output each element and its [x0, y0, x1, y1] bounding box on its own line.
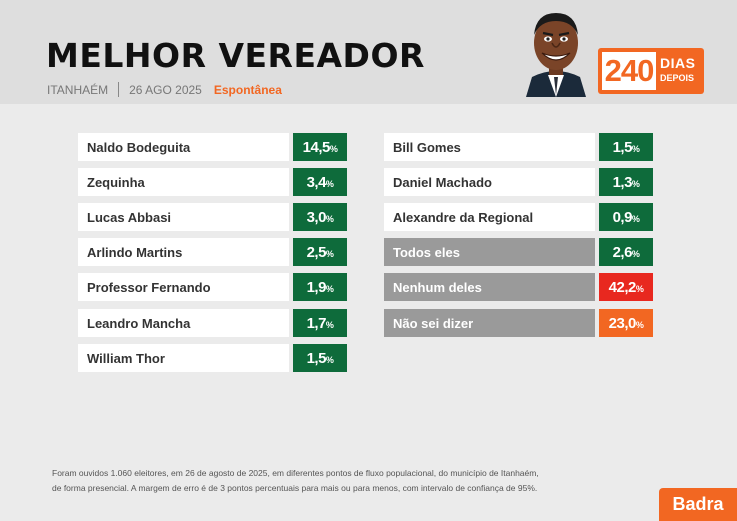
date-label: 26 AGO 2025 — [129, 82, 202, 97]
percentage-value: 23,0% — [599, 309, 653, 337]
percentage-value: 1,9% — [293, 273, 347, 301]
percent-sign: % — [325, 249, 334, 259]
survey-info: ITANHAÉM 26 AGO 2025 Espontânea — [47, 82, 282, 97]
candidate-name: Não sei dizer — [384, 309, 595, 337]
caricature-portrait-image — [526, 13, 586, 97]
candidate-name: Zequinha — [78, 168, 289, 196]
percent-sign: % — [325, 284, 334, 294]
percentage-value: 1,5% — [293, 344, 347, 372]
candidate-name: Bill Gomes — [384, 133, 595, 161]
value-number: 1,7 — [306, 315, 327, 332]
badge-word-dias: DIAS — [660, 55, 696, 71]
separator — [118, 82, 120, 97]
candidate-name: Leandro Mancha — [78, 309, 289, 337]
percentage-value: 1,7% — [293, 309, 347, 337]
percent-sign: % — [635, 284, 644, 294]
value-number: 14,5 — [302, 139, 331, 156]
value-number: 2,5 — [306, 244, 327, 261]
percentage-value: 0,9% — [599, 203, 653, 231]
value-number: 3,4 — [306, 174, 327, 191]
percentage-value: 3,0% — [293, 203, 347, 231]
percentage-value: 14,5% — [293, 133, 347, 161]
percent-sign: % — [631, 144, 640, 154]
240-dias-depois-logo: 240 DIAS DEPOIS — [598, 48, 704, 94]
percentage-value: 2,6% — [599, 238, 653, 266]
percent-sign: % — [631, 214, 640, 224]
candidate-name: Professor Fernando — [78, 273, 289, 301]
percentage-value: 1,5% — [599, 133, 653, 161]
percentage-value: 1,3% — [599, 168, 653, 196]
footnote-line: de forma presencial. A margem de erro é … — [52, 483, 538, 493]
percent-sign: % — [325, 214, 334, 224]
percent-sign: % — [325, 355, 334, 365]
percent-sign: % — [635, 320, 644, 330]
page-title: MELHOR VEREADOR — [46, 36, 425, 75]
percent-sign: % — [329, 144, 338, 154]
city-label: ITANHAÉM — [47, 82, 109, 97]
badge-word-depois: DEPOIS — [660, 73, 695, 83]
candidate-name: Lucas Abbasi — [78, 203, 289, 231]
percent-sign: % — [325, 179, 334, 189]
value-number: 0,9 — [612, 209, 633, 226]
value-number: 3,0 — [306, 209, 327, 226]
value-number: 42,2 — [608, 279, 637, 296]
candidate-name: Arlindo Martins — [78, 238, 289, 266]
candidate-name: Daniel Machado — [384, 168, 595, 196]
candidate-name: Naldo Bodeguita — [78, 133, 289, 161]
survey-type-label: Espontânea — [213, 82, 282, 97]
candidate-name: William Thor — [78, 344, 289, 372]
badra-logo: Badra — [659, 488, 737, 521]
percentage-value: 42,2% — [599, 273, 653, 301]
value-number: 1,5 — [612, 139, 633, 156]
value-number: 1,5 — [306, 350, 327, 367]
badge-number: 240 — [602, 52, 656, 90]
value-number: 1,9 — [306, 279, 327, 296]
percent-sign: % — [631, 249, 640, 259]
methodology-footnote: Foram ouvidos 1.060 eleitores, em 26 de … — [52, 466, 612, 496]
percent-sign: % — [631, 179, 640, 189]
candidate-name: Nenhum deles — [384, 273, 595, 301]
percent-sign: % — [325, 320, 334, 330]
value-number: 1,3 — [612, 174, 633, 191]
candidate-name: Alexandre da Regional — [384, 203, 595, 231]
value-number: 23,0 — [608, 315, 637, 332]
footnote-line: Foram ouvidos 1.060 eleitores, em 26 de … — [52, 468, 539, 478]
percentage-value: 3,4% — [293, 168, 347, 196]
candidate-name: Todos eles — [384, 238, 595, 266]
value-number: 2,6 — [612, 244, 633, 261]
percentage-value: 2,5% — [293, 238, 347, 266]
